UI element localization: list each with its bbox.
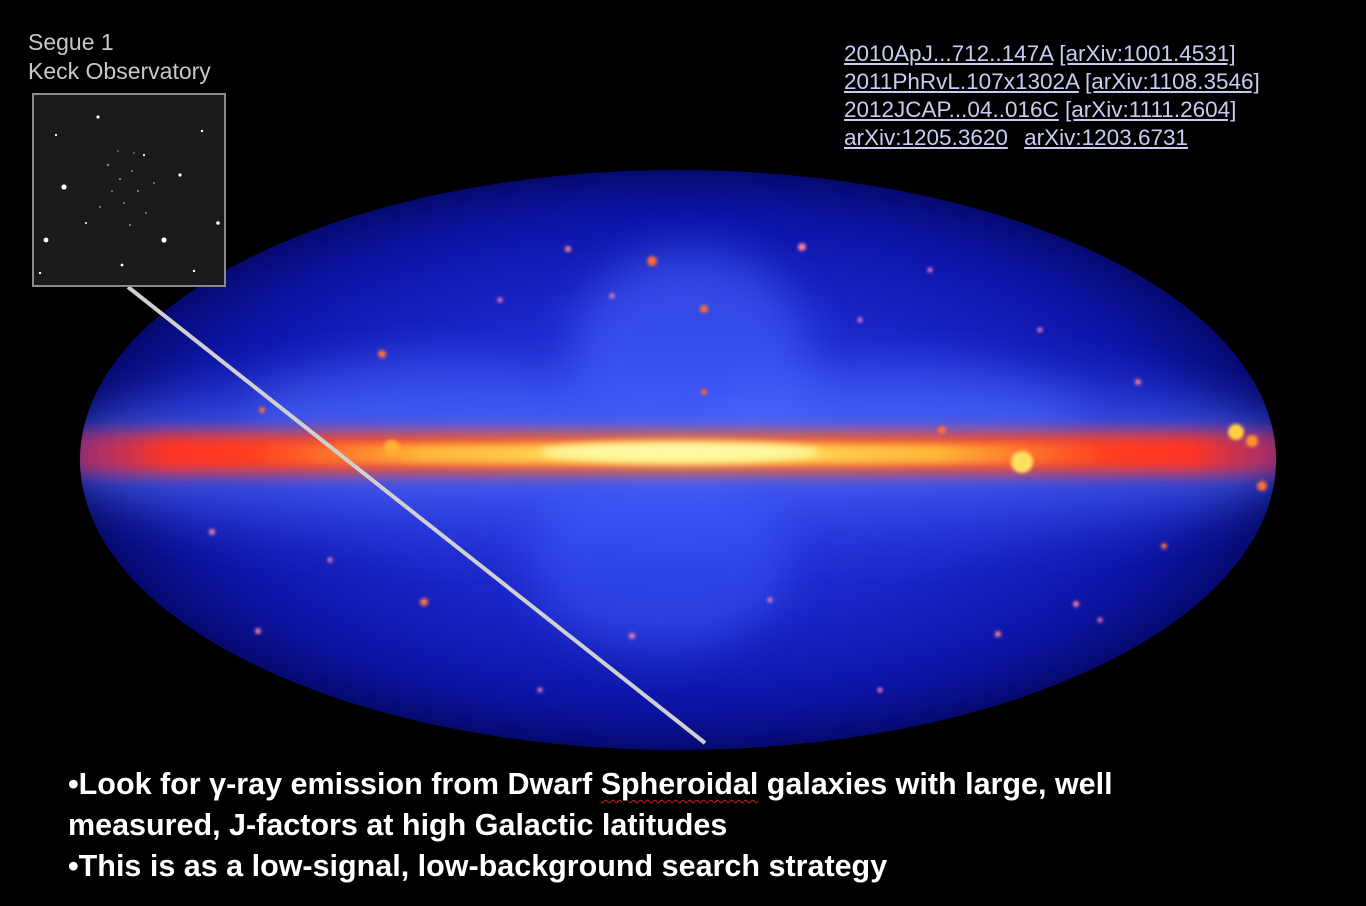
bullet-1-continuation: measured, J-factors at high Galactic lat… xyxy=(68,808,728,842)
source-point xyxy=(209,529,215,535)
source-crab xyxy=(1228,424,1244,440)
source-geminga xyxy=(1246,435,1258,447)
reference-link-arxiv-1001-4531[interactable]: [arXiv:1001.4531] xyxy=(1059,41,1236,66)
bullet-1-middle: -ray emission from Dwarf xyxy=(226,767,601,801)
source-vela xyxy=(1011,451,1033,473)
bullet-1-prefix: •Look for xyxy=(68,767,210,801)
spellcheck-flagged-word: Spheroidal xyxy=(600,767,759,801)
reference-list: 2010ApJ...712..147A [arXiv:1001.4531] 20… xyxy=(844,40,1354,152)
reference-link-arxiv-1108-3546[interactable]: [arXiv:1108.3546] xyxy=(1085,69,1260,94)
reference-link-arxiv-1205-3620[interactable]: arXiv:1205.3620 xyxy=(844,125,1008,150)
gamma-symbol: γ xyxy=(209,767,227,801)
source-point xyxy=(938,426,946,434)
source-point xyxy=(609,293,615,299)
reference-line-3: 2012JCAP...04..016C [arXiv:1111.2604] xyxy=(844,96,1354,124)
reference-link-2010apj[interactable]: 2010ApJ...712..147A xyxy=(844,41,1053,66)
source-point xyxy=(857,317,863,323)
source-point xyxy=(565,246,571,252)
source-point xyxy=(927,267,933,273)
source-point xyxy=(647,256,657,266)
source-point xyxy=(767,597,773,603)
reference-link-arxiv-1203-6731[interactable]: arXiv:1203.6731 xyxy=(1024,125,1189,150)
source-point xyxy=(537,687,543,693)
segue1-inset-image xyxy=(32,93,226,287)
reference-line-2: 2011PhRvL.107x1302A [arXiv:1108.3546] xyxy=(844,68,1354,96)
bullet-1-suffix: galaxies with large, well xyxy=(758,767,1113,801)
star-field xyxy=(34,95,224,285)
inset-subtitle: Keck Observatory xyxy=(28,58,211,84)
point-sources xyxy=(209,243,1267,693)
source-point xyxy=(259,407,265,413)
bullet-1: •Look for γ-ray emission from Dwarf Sphe… xyxy=(68,764,1308,805)
source-point xyxy=(327,557,333,563)
source-point xyxy=(700,305,708,313)
inset-title: Segue 1 xyxy=(28,29,114,55)
source-point xyxy=(378,350,386,358)
reference-line-4: arXiv:1205.3620 arXiv:1203.6731 xyxy=(844,124,1354,152)
source-point xyxy=(877,687,883,693)
source-point xyxy=(1073,601,1079,607)
bullet-list: •Look for γ-ray emission from Dwarf Sphe… xyxy=(68,764,1308,887)
reference-line-1: 2010ApJ...712..147A [arXiv:1001.4531] xyxy=(844,40,1354,68)
reference-link-2012jcap[interactable]: 2012JCAP...04..016C xyxy=(844,97,1059,122)
south-lobe xyxy=(530,470,790,650)
source-point xyxy=(1135,379,1141,385)
bullet-2: •This is as a low-signal, low-background… xyxy=(68,849,888,883)
source-point xyxy=(629,633,635,639)
source-point xyxy=(1257,481,1267,491)
source-point xyxy=(798,243,806,251)
reference-link-arxiv-1111-2604[interactable]: [arXiv:1111.2604] xyxy=(1065,97,1237,122)
reference-link-2011phrvl[interactable]: 2011PhRvL.107x1302A xyxy=(844,69,1079,94)
source-point xyxy=(1161,543,1167,549)
source-point xyxy=(701,389,707,395)
source-point xyxy=(995,631,1001,637)
source-point xyxy=(1037,327,1043,333)
galactic-center xyxy=(540,442,820,462)
source-point xyxy=(1097,617,1103,623)
source-point xyxy=(255,628,261,634)
source-point xyxy=(420,598,428,606)
source-cygnus xyxy=(384,440,400,456)
source-point xyxy=(497,297,503,303)
pointer-line xyxy=(126,285,707,745)
